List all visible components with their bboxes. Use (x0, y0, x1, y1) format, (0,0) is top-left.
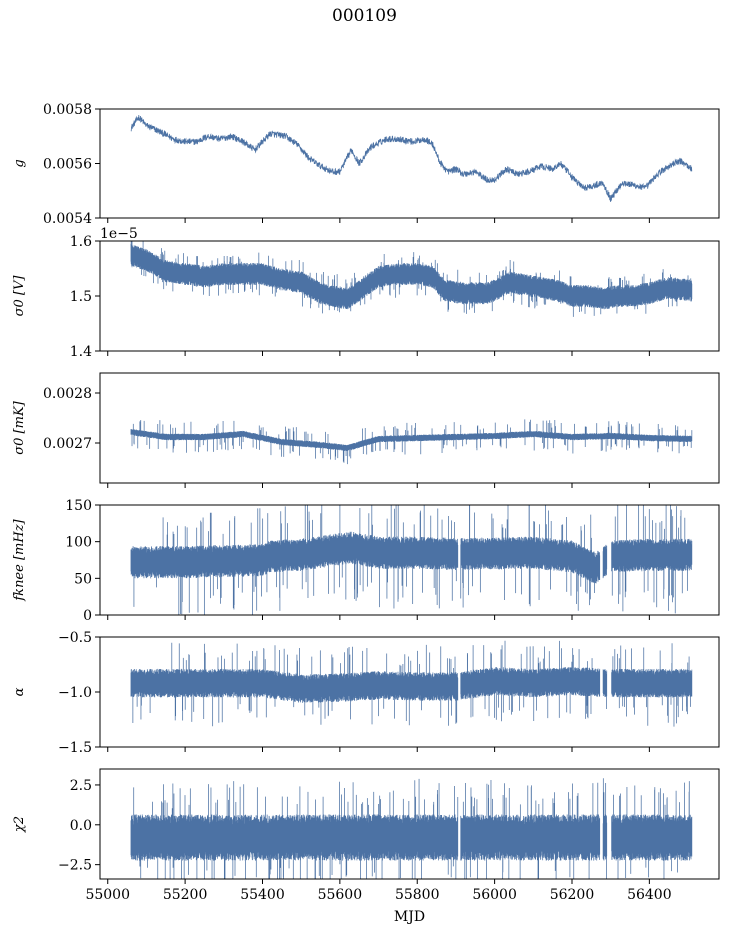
y-tick-label: −0.5 (58, 630, 92, 646)
figure-title: 000109 (332, 6, 397, 26)
y-axis-label: fknee [mHz] (12, 518, 27, 601)
y-tick-label: 150 (65, 498, 92, 514)
y-tick-label: 0.0 (70, 818, 92, 834)
panel-6: −2.5 0.0 2.5 55000 55200 55400 55600 55800 56000… (12, 768, 720, 903)
series-band (130, 419, 693, 465)
x-tick-label: 55200 (163, 887, 208, 903)
y-tick-label: 0.0056 (43, 157, 92, 173)
y-tick-label: 0.0058 (43, 102, 92, 118)
series-band (130, 241, 693, 317)
panel-1: 0.0054 0.0056 0.0058 g (12, 102, 720, 227)
x-tick-label: 55400 (240, 887, 285, 903)
y-tick-label: −1.5 (58, 740, 92, 756)
series-band (130, 778, 693, 879)
y-axis-label: α (12, 687, 27, 696)
y-tick-label: 0.0027 (43, 436, 92, 452)
axes-frame (99, 504, 720, 616)
y-axis-label: g (12, 159, 27, 167)
axes-frame (99, 372, 720, 484)
x-tick-label: 56400 (627, 887, 672, 903)
panel-2: 1.4 1.5 1.6 σ0 [V] 1e−5 (12, 226, 720, 360)
axes-frame (99, 768, 720, 880)
y-tick-label: −1.0 (58, 685, 92, 701)
y-tick-label: 0.0028 (43, 386, 92, 402)
y-tick-label: 0 (83, 608, 92, 624)
offset-text: 1e−5 (100, 226, 138, 242)
y-axis-label: σ0 [V] (12, 275, 27, 317)
x-tick-label: 55000 (85, 887, 130, 903)
y-axis-label: σ0 [mK] (12, 400, 27, 454)
x-axis-label: MJD (394, 909, 425, 925)
series-band (130, 505, 693, 615)
y-tick-label: 100 (65, 535, 92, 551)
x-tick-label: 55800 (395, 887, 440, 903)
x-tick-label: 56200 (550, 887, 595, 903)
series-line (130, 114, 693, 202)
y-tick-label: 1.4 (70, 344, 92, 360)
x-tick-label: 56000 (472, 887, 517, 903)
x-tick-label: 55600 (318, 887, 363, 903)
y-tick-label: 0.0054 (43, 211, 92, 227)
panel-4: 0 50 100 150 fknee [mHz] (12, 498, 720, 624)
y-axis-label: χ2 (12, 816, 27, 833)
panel-5: −1.5 −1.0 −0.5 α (12, 630, 720, 756)
y-tick-label: 2.5 (70, 778, 92, 794)
panel-3: 0.0027 0.0028 σ0 [mK] (12, 372, 720, 488)
y-tick-label: 1.5 (70, 289, 92, 305)
y-tick-label: 50 (74, 571, 92, 587)
axes-frame (99, 108, 720, 219)
y-tick-label: 1.6 (70, 234, 92, 250)
y-tick-label: −2.5 (58, 858, 92, 874)
series-band (130, 640, 693, 727)
